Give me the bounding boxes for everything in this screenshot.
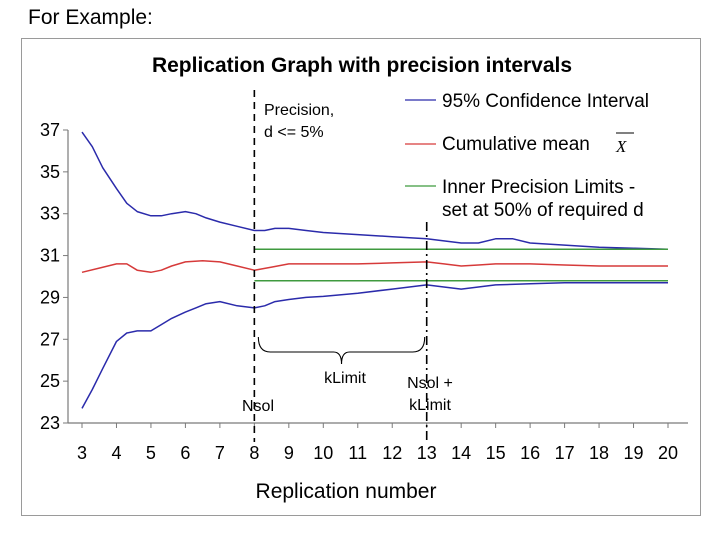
nsol-label: Nsol bbox=[242, 398, 274, 415]
x-axis-label: Replication number bbox=[256, 480, 437, 503]
x-tick-label: 9 bbox=[284, 443, 294, 463]
x-tick-label: 10 bbox=[313, 443, 333, 463]
y-axis-ticks: 23 25 27 29 31 33 35 37 bbox=[40, 120, 68, 433]
legend-label-precision-limits-line1: Inner Precision Limits - bbox=[442, 177, 635, 198]
precision-annotation-line2: d <= 5% bbox=[264, 124, 324, 141]
nsol-klimit-label-line1: Nsol + bbox=[407, 375, 453, 392]
x-tick-label: 6 bbox=[180, 443, 190, 463]
y-tick-label: 29 bbox=[40, 287, 60, 307]
x-tick-label: 3 bbox=[77, 443, 87, 463]
x-tick-label: 4 bbox=[111, 443, 121, 463]
x-tick-label: 11 bbox=[348, 443, 367, 463]
x-tick-label: 18 bbox=[589, 443, 609, 463]
nsol-klimit-label-line2: kLimit bbox=[409, 397, 451, 414]
y-tick-label: 35 bbox=[40, 162, 60, 182]
vertical-markers bbox=[253, 90, 428, 442]
ci-lower-line bbox=[81, 282, 668, 409]
x-tick-label: 13 bbox=[417, 443, 437, 463]
legend: 95% Confidence Interval Cumulative mean … bbox=[405, 91, 649, 221]
x-bar-symbol: X bbox=[615, 137, 627, 156]
precision-annotation-line1: Precision, bbox=[264, 102, 334, 119]
y-tick-label: 25 bbox=[40, 371, 60, 391]
ci-upper-line bbox=[81, 131, 669, 251]
x-tick-label: 15 bbox=[486, 443, 506, 463]
x-tick-label: 7 bbox=[215, 443, 225, 463]
x-tick-label: 17 bbox=[555, 443, 575, 463]
x-tick-label: 20 bbox=[658, 443, 678, 463]
klimit-brace bbox=[257, 336, 426, 365]
y-tick-label: 37 bbox=[40, 120, 60, 140]
x-tick-label: 14 bbox=[451, 443, 471, 463]
slide-heading: For Example: bbox=[28, 6, 153, 29]
y-tick-label: 27 bbox=[40, 329, 60, 349]
series-layer bbox=[81, 131, 669, 409]
cumulative-mean-line bbox=[81, 260, 668, 274]
y-tick-label: 31 bbox=[40, 246, 60, 266]
chart-frame bbox=[21, 38, 701, 516]
y-tick-label: 23 bbox=[40, 413, 60, 433]
x-tick-label: 8 bbox=[249, 443, 259, 463]
x-tick-label: 16 bbox=[520, 443, 540, 463]
legend-label-confidence-interval: 95% Confidence Interval bbox=[442, 91, 649, 112]
x-tick-label: 12 bbox=[382, 443, 402, 463]
legend-label-precision-limits-line2: set at 50% of required d bbox=[442, 200, 644, 221]
x-axis-ticks: 3 4 5 6 7 8 9 10 11 12 13 14 15 16 17 18 19 20 bbox=[77, 423, 678, 463]
y-tick-label: 33 bbox=[40, 204, 60, 224]
x-tick-label: 5 bbox=[146, 443, 156, 463]
legend-label-cumulative-mean: Cumulative mean bbox=[442, 134, 590, 155]
x-tick-label: 19 bbox=[624, 443, 644, 463]
klimit-label: kLimit bbox=[324, 370, 366, 387]
chart-title: Replication Graph with precision interva… bbox=[152, 54, 572, 77]
